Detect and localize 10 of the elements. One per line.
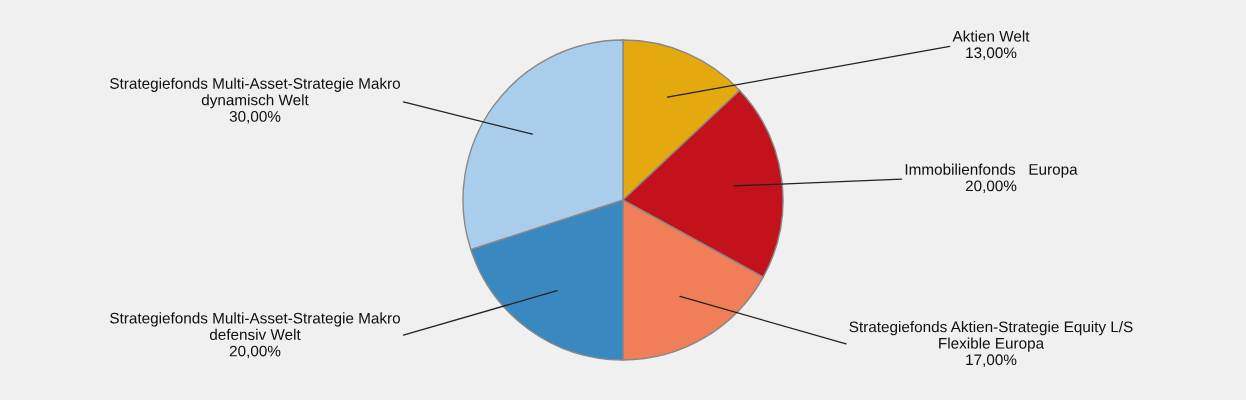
data-label: 30,00% [229,110,281,124]
data-label: 17,00% [966,354,1017,367]
slice-label: Immobilienfonds Europa [905,163,1078,178]
slice-label: Strategiefonds Multi-Asset-Strategie Makro defensiv Welt [110,312,400,341]
slice-label: Strategiefonds Aktien-Strategie Equity L/S Flexible Europa [849,321,1133,352]
data-label: 13,00% [966,47,1017,60]
data-label: 20,00% [965,180,1017,194]
data-label: 20,00% [229,345,281,359]
slice-label: Strategiefonds Multi-Asset-Strategie Makro dynamisch Welt [110,77,400,109]
slice-label: Aktien Welt [952,30,1030,42]
